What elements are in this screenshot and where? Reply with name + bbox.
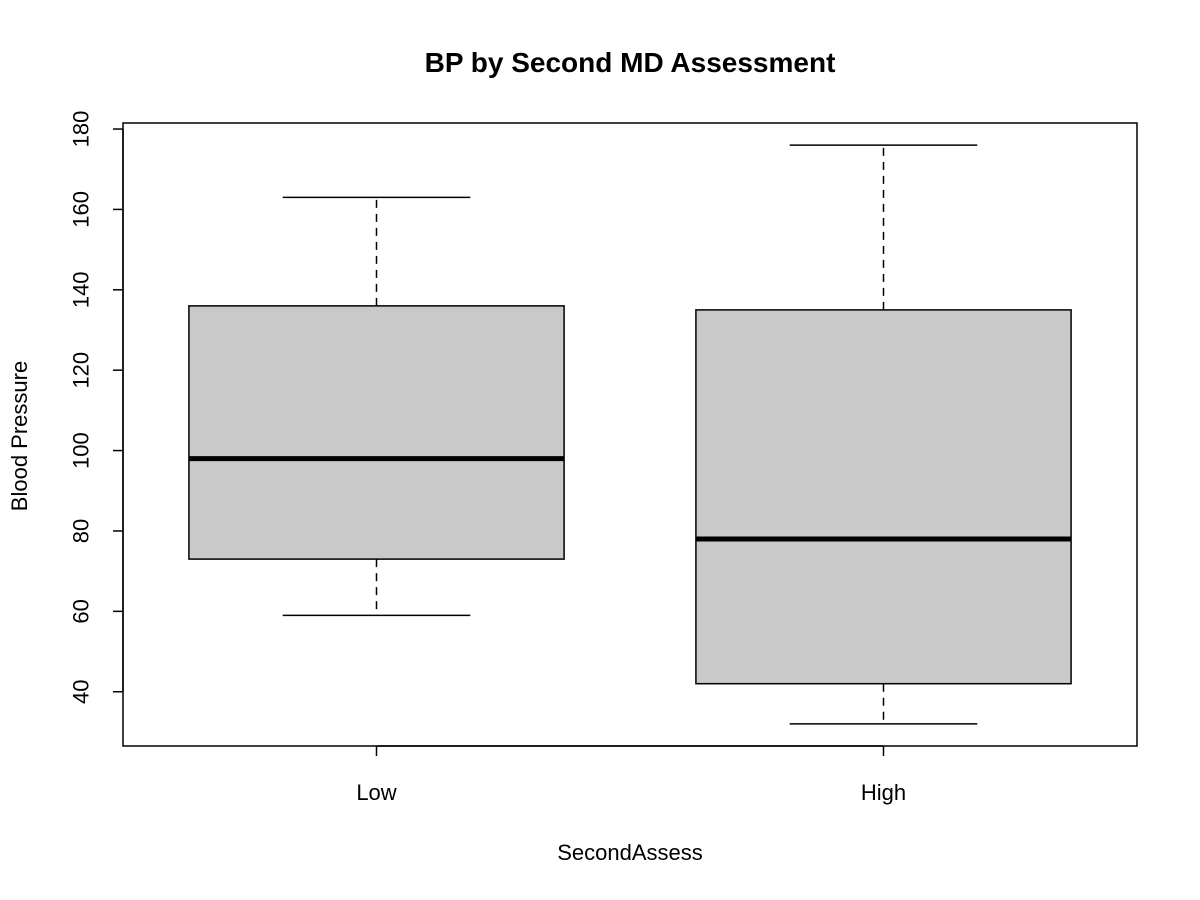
x-tick-label: Low	[356, 780, 396, 805]
y-axis-label: Blood Pressure	[7, 361, 32, 511]
y-tick-label: 60	[69, 599, 94, 623]
y-tick-label: 80	[69, 519, 94, 543]
y-tick-label: 120	[69, 352, 94, 389]
y-tick-label: 40	[69, 679, 94, 703]
chart-title: BP by Second MD Assessment	[425, 47, 836, 78]
x-tick-label: High	[861, 780, 906, 805]
box-high	[695, 309, 1072, 685]
y-tick-label: 180	[69, 111, 94, 148]
chart-marks: 40 60 80 100 120 140 160 180 Low High	[69, 111, 1072, 805]
y-tick-label: 140	[69, 271, 94, 308]
box-low	[188, 305, 565, 560]
x-axis-label: SecondAssess	[557, 840, 703, 865]
y-tick-label: 160	[69, 191, 94, 228]
y-tick-label: 100	[69, 432, 94, 469]
